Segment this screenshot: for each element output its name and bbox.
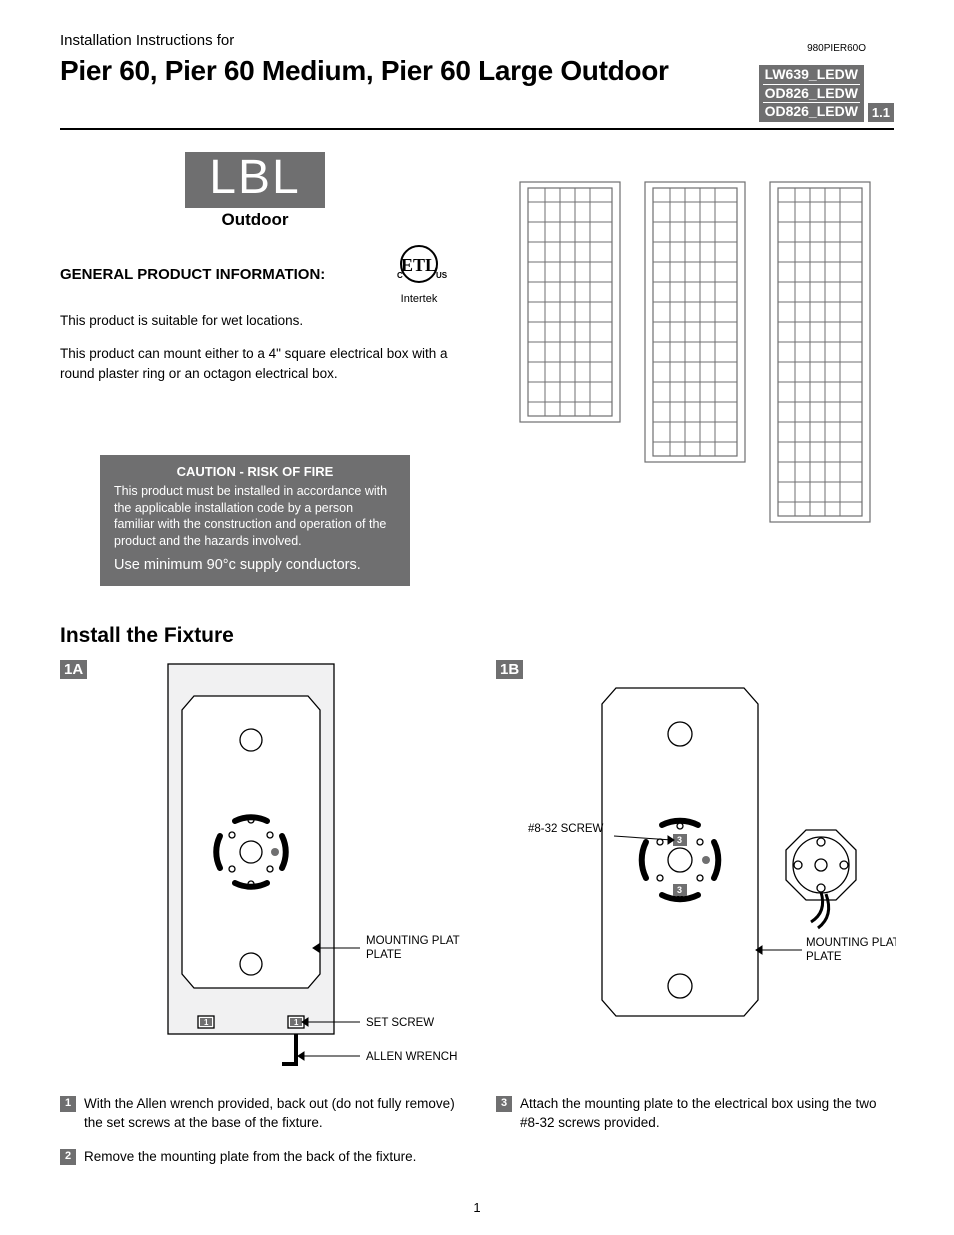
cert-mark: ETL C US Intertek <box>388 244 450 305</box>
diagram-1b: 1B <box>496 660 896 1080</box>
svg-text:MOUNTING PLATE: MOUNTING PLATE <box>366 935 460 947</box>
gpi-p2: This product can mount either to a 4" sq… <box>60 344 450 383</box>
svg-text:MOUNTING PLATE: MOUNTING PLATE <box>806 937 896 949</box>
step-text-1: With the Allen wrench provided, back out… <box>84 1094 460 1133</box>
product-illustrations <box>486 152 894 586</box>
page-title: Pier 60, Pier 60 Medium, Pier 60 Large O… <box>60 55 669 87</box>
header-row: Pier 60, Pier 60 Medium, Pier 60 Large O… <box>60 55 894 130</box>
step-num-3: 3 <box>496 1096 512 1112</box>
model-block: 980PIER60O LW639_LEDW OD826_LEDW OD826_L… <box>759 55 894 122</box>
svg-text:#8-32 SCREW: #8-32 SCREW <box>528 823 604 835</box>
svg-text:ALLEN WRENCH: ALLEN WRENCH <box>366 1051 457 1063</box>
svg-text:US: US <box>436 271 448 280</box>
model-codes: LW639_LEDW OD826_LEDW OD826_LEDW <box>759 65 864 122</box>
etl-icon: ETL C US <box>388 244 450 288</box>
svg-text:C: C <box>397 271 403 280</box>
cert-label: Intertek <box>388 293 450 305</box>
model-code-0: LW639_LEDW <box>763 66 860 85</box>
svg-text:PLATE: PLATE <box>366 949 402 961</box>
step-3: 3 Attach the mounting plate to the elect… <box>496 1094 896 1133</box>
caution-supply: Use minimum 90°c supply conductors. <box>114 556 396 576</box>
caution-title: CAUTION - RISK OF FIRE <box>114 463 396 481</box>
step-num-2: 2 <box>60 1149 76 1165</box>
gpi-p1: This product is suitable for wet locatio… <box>60 311 450 331</box>
svg-text:PLATE: PLATE <box>806 951 842 963</box>
brand-name: LBL <box>185 152 325 208</box>
instructions-prefix: Installation Instructions for <box>60 32 894 49</box>
model-code-1: OD826_LEDW <box>763 85 860 104</box>
svg-text:SET SCREW: SET SCREW <box>366 1017 434 1029</box>
caution-body: This product must be installed in accord… <box>114 483 396 551</box>
panel-tag-1a: 1A <box>60 660 87 679</box>
svg-text:1: 1 <box>294 1018 299 1027</box>
step-2: 2 Remove the mounting plate from the bac… <box>60 1147 460 1167</box>
page-number: 1 <box>60 1200 894 1215</box>
diagram-1a: 1A <box>60 660 460 1080</box>
brand-sub: Outdoor <box>185 210 325 230</box>
svg-text:3: 3 <box>677 835 682 845</box>
step-text-3: Attach the mounting plate to the electri… <box>520 1094 896 1133</box>
caution-box: CAUTION - RISK OF FIRE This product must… <box>100 455 410 586</box>
gpi-title: GENERAL PRODUCT INFORMATION: <box>60 266 325 283</box>
step-1: 1 With the Allen wrench provided, back o… <box>60 1094 460 1133</box>
step-num-1: 1 <box>60 1096 76 1112</box>
step-text-2: Remove the mounting plate from the back … <box>84 1147 460 1167</box>
brand-logo: LBL Outdoor <box>185 152 325 230</box>
model-code-2: OD826_LEDW <box>763 103 860 121</box>
install-title: Install the Fixture <box>60 624 894 648</box>
svg-text:1: 1 <box>204 1018 209 1027</box>
panel-tag-1b: 1B <box>496 660 523 679</box>
svg-text:ETL: ETL <box>401 255 437 275</box>
top-code: 980PIER60O <box>807 43 866 54</box>
svg-text:3: 3 <box>677 885 682 895</box>
revision-box: 1.1 <box>868 103 894 122</box>
